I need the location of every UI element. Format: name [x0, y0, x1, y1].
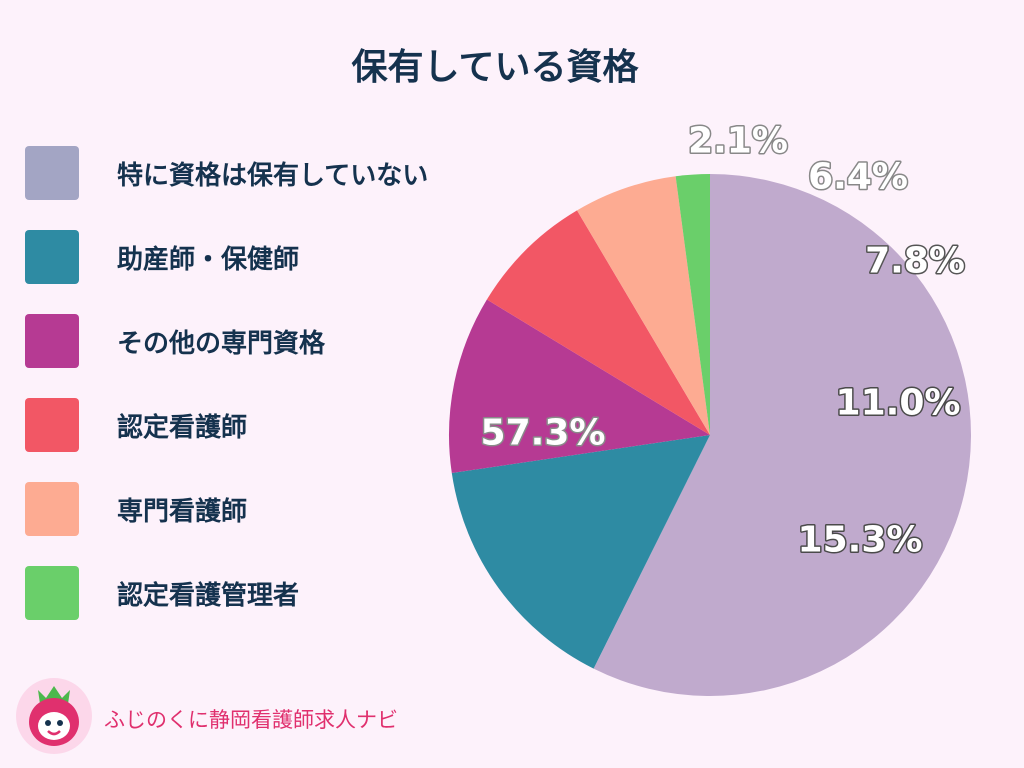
slice-data-label: 7.8% [865, 241, 965, 282]
slice-data-label: 15.3% [798, 520, 923, 561]
pie-slice [577, 176, 710, 435]
legend-swatch [25, 482, 79, 536]
legend-label: 認定看護管理者 [117, 580, 300, 611]
legend-label: 認定看護師 [117, 412, 248, 443]
legend-swatch [25, 230, 79, 284]
legend-item: 助産師・保健師 [25, 230, 428, 284]
slice-data-label: 6.4% [808, 157, 908, 198]
legend-item: その他の専門資格 [25, 314, 428, 368]
slice-data-label: 57.3% [481, 413, 606, 454]
legend-swatch [25, 314, 79, 368]
chart-title: 保有している資格 [351, 47, 639, 88]
legend-item: 専門看護師 [25, 482, 428, 536]
legend-swatch [25, 398, 79, 452]
chart-legend: 特に資格は保有していない 助産師・保健師 その他の専門資格 認定看護師 専門看護… [25, 146, 428, 650]
pie-slice [486, 210, 710, 435]
slice-data-label: 2.1% [688, 121, 788, 162]
pie-slice [675, 174, 710, 435]
legend-item: 特に資格は保有していない [25, 146, 428, 200]
legend-swatch [25, 566, 79, 620]
site-brand-name: ふじのくに静岡看護師求人ナビ [104, 708, 398, 732]
legend-label: 助産師・保健師 [117, 244, 300, 275]
legend-label: 専門看護師 [117, 496, 248, 527]
legend-swatch [25, 146, 79, 200]
legend-label: その他の専門資格 [117, 328, 326, 359]
pie-slice [593, 174, 971, 696]
pie-slice [449, 299, 710, 474]
slice-data-label: 11.0% [836, 383, 961, 424]
legend-label: 特に資格は保有していない [117, 160, 429, 191]
legend-item: 認定看護管理者 [25, 566, 428, 620]
legend-item: 認定看護師 [25, 398, 428, 452]
strawberry-mascot-icon [16, 678, 92, 754]
pie-slice [451, 435, 710, 669]
